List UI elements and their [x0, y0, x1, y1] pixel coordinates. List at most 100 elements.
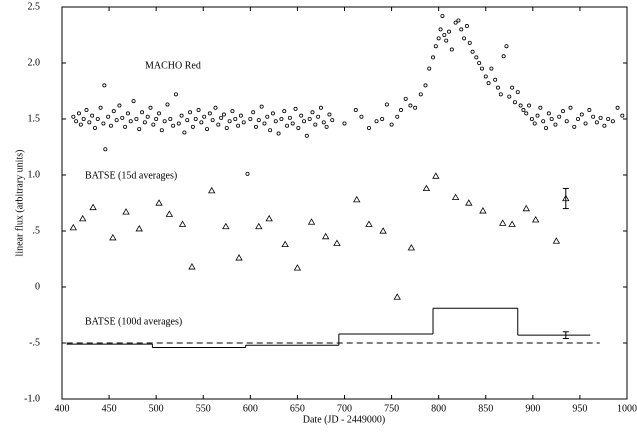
data-point [374, 119, 379, 124]
data-point [98, 105, 103, 110]
triangle-marker [333, 239, 341, 246]
data-point [532, 121, 537, 126]
data-point [142, 120, 147, 125]
data-point [140, 110, 145, 115]
data-point [389, 122, 394, 127]
data-point [216, 122, 221, 127]
data-point [493, 77, 498, 82]
x-tick-label: 700 [337, 403, 352, 414]
data-point [418, 92, 423, 97]
data-point [483, 74, 488, 79]
y-tick-label: 2.0 [28, 57, 41, 68]
triangle-marker [178, 220, 187, 227]
data-point [114, 118, 119, 123]
data-point [318, 105, 323, 110]
data-point [324, 124, 329, 129]
data-point [321, 120, 326, 125]
data-point [230, 109, 235, 114]
triangle-marker [208, 186, 216, 194]
data-point [572, 124, 577, 129]
data-point [259, 104, 264, 109]
data-point [224, 125, 229, 130]
triangle-marker [69, 223, 77, 231]
data-point [576, 117, 581, 122]
data-point [236, 123, 241, 128]
y-tick-label: -1.0 [24, 393, 40, 404]
data-point [270, 111, 275, 116]
data-point [504, 44, 509, 49]
triangle-marker [109, 233, 117, 241]
data-point [330, 118, 335, 123]
data-point [285, 123, 290, 128]
data-point [583, 121, 588, 126]
series-label: MACHO Red [145, 60, 201, 71]
triangle-marker [122, 208, 130, 215]
y-tick-label: .5 [33, 225, 41, 236]
data-point [459, 27, 464, 32]
data-point [76, 111, 81, 116]
data-point [498, 92, 503, 97]
x-tick-label: 600 [243, 403, 258, 414]
data-point [380, 117, 385, 122]
triangle-marker [293, 264, 302, 271]
data-point [316, 114, 321, 119]
data-point [544, 125, 549, 130]
triangle-marker [235, 254, 243, 261]
data-point [515, 90, 520, 95]
data-point [268, 128, 273, 133]
data-point [486, 81, 491, 86]
data-point [587, 108, 592, 113]
data-point [310, 110, 315, 115]
triangle-marker [365, 220, 373, 227]
data-point [327, 112, 332, 117]
data-point [462, 36, 467, 41]
data-point [568, 105, 573, 110]
data-point [276, 131, 281, 136]
data-point [233, 117, 238, 122]
triangle-marker [155, 199, 163, 206]
data-point [92, 125, 97, 130]
data-point [238, 113, 243, 118]
triangle-marker [422, 184, 431, 192]
y-tick-label: -.5 [29, 337, 40, 348]
data-point [90, 113, 95, 118]
data-point [185, 118, 190, 123]
data-point [111, 109, 116, 114]
data-point [560, 109, 565, 114]
x-tick-label: 650 [290, 403, 305, 414]
data-point [440, 13, 445, 18]
x-tick-label: 850 [478, 403, 493, 414]
data-point [359, 114, 364, 119]
series-label: BATSE (15d averages) [85, 170, 177, 181]
data-point [313, 122, 318, 127]
data-point [188, 110, 193, 115]
data-point [176, 121, 181, 126]
data-point [398, 108, 403, 113]
data-point [71, 114, 76, 119]
data-point [128, 119, 133, 124]
data-point [527, 103, 532, 108]
y-tick-label: 2.5 [28, 1, 41, 12]
x-tick-label: 750 [384, 403, 399, 414]
data-point [253, 124, 258, 129]
data-point [433, 44, 438, 49]
x-tick-label: 400 [55, 403, 70, 414]
data-point [120, 115, 125, 120]
data-point [241, 120, 246, 125]
data-point [591, 114, 596, 119]
data-point [489, 66, 494, 71]
data-point [479, 66, 484, 71]
data-point [353, 108, 358, 113]
data-point [495, 85, 500, 90]
data-point [557, 114, 562, 119]
data-point [182, 130, 187, 135]
x-tick-label: 950 [572, 403, 587, 414]
data-point [199, 120, 204, 125]
data-point [74, 119, 79, 124]
data-point [173, 92, 178, 97]
data-point [101, 121, 106, 126]
data-point [162, 119, 167, 124]
data-point [123, 124, 128, 129]
data-point [154, 117, 159, 122]
data-point [106, 114, 111, 119]
